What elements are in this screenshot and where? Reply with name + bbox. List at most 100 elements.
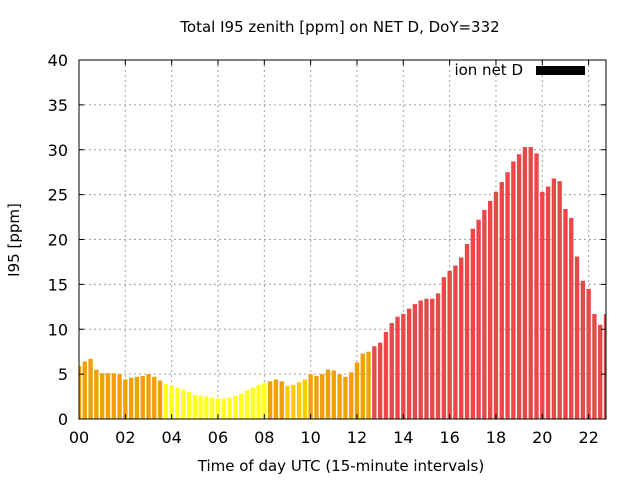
y-tick-label: 25 [48,186,68,205]
y-tick-label: 0 [58,410,68,429]
bar [447,270,452,419]
bar [296,382,302,419]
x-tick-label: 06 [208,428,228,447]
bar [221,398,226,419]
x-tick-label: 08 [254,428,274,447]
bar [534,153,539,419]
bar [134,376,140,419]
bar [128,377,134,419]
bar [337,374,342,419]
y-tick-label: 40 [48,51,68,70]
y-tick-label: 35 [48,96,68,115]
bar [412,304,418,419]
bar [314,375,319,419]
x-tick-label: 18 [486,428,506,447]
chart-title: Total I95 zenith [ppm] on NET D, DoY=332 [179,18,499,36]
bar [574,256,580,419]
bar [227,397,232,419]
bar [459,257,464,419]
bar [383,331,389,419]
bar [250,387,255,419]
x-tick-label: 02 [115,428,135,447]
bar [522,147,528,419]
x-tick-label: 00 [69,428,89,447]
bar [470,228,475,419]
bar [111,373,116,419]
x-tick-label: 20 [532,428,552,447]
legend-label: ion net D [454,61,523,79]
bar [233,395,238,419]
bar [360,353,365,419]
axis-ticks [78,59,606,420]
x-tick-label: 10 [300,428,320,447]
bar [105,373,111,419]
y-axis-title: I95 [ppm] [5,203,23,277]
bar [238,393,244,419]
bar [551,178,557,419]
x-tick-labels: 00 02 04 06 08 10 12 14 16 18 20 22 [69,428,599,447]
bar [215,398,221,419]
bar [505,172,510,419]
bar [94,369,99,419]
x-tick-label: 04 [161,428,181,447]
y-tick-label: 30 [48,141,68,160]
bar [464,243,470,419]
bar [325,369,331,419]
bar [320,374,325,419]
bar [493,191,499,419]
bar [343,376,348,419]
bar [262,383,267,419]
bar [273,379,279,419]
legend-swatch [536,66,585,75]
bar [88,358,93,419]
bar [198,395,203,419]
bar [540,191,545,419]
bar [511,161,516,420]
bar [603,313,606,419]
bar [580,280,586,419]
bar [545,186,551,419]
x-axis-title: Time of day UTC (15-minute intervals) [197,457,484,475]
bar [499,182,504,419]
bar [389,322,394,419]
bar [488,200,493,419]
bar [430,298,435,419]
bar [117,374,122,419]
bar [244,390,250,419]
y-tick-labels: 0 5 10 15 20 25 30 35 40 [48,51,68,429]
bar [476,219,481,419]
bar [424,298,429,419]
bar [349,372,354,419]
y-tick-label: 15 [48,275,68,294]
bar [528,147,533,419]
y-tick-label: 5 [58,365,68,384]
bar [331,370,336,419]
bar [308,374,313,419]
bar [598,324,603,419]
bar [267,381,273,419]
x-tick-label: 12 [347,428,367,447]
bar [482,209,487,419]
bar [557,181,562,419]
bar [192,394,197,419]
bar [210,397,215,419]
bar [377,342,383,419]
bar [516,154,522,420]
bar [395,316,400,419]
bar [175,387,180,419]
bar [453,265,458,419]
bar [435,293,441,419]
bar [99,373,105,419]
bar [256,384,261,419]
bar [302,379,308,419]
bar [592,313,597,419]
bars [79,147,606,420]
y-tick-label: 20 [48,231,68,250]
bar [123,379,128,419]
bar [169,385,174,419]
bar [441,277,447,419]
bar [418,300,423,419]
bar [146,374,151,419]
x-tick-label: 14 [393,428,413,447]
bar [163,383,169,419]
